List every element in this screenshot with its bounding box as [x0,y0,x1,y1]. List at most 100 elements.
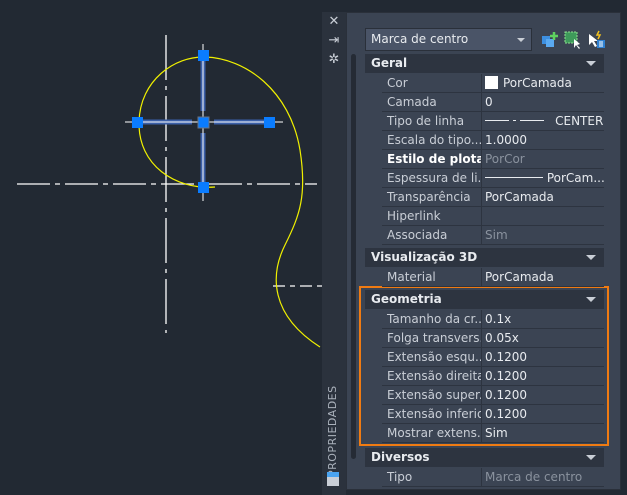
settings-icon[interactable]: ✲ [328,52,340,67]
property-name: Cor [382,74,482,93]
property-value[interactable]: 0.05x [482,329,604,348]
property-value-text: Sim [485,426,508,440]
object-type-select[interactable]: Marca de centro [365,28,532,51]
grip-center [197,116,210,129]
property-value-text: PorCor [485,152,525,166]
collapse-arrow-icon[interactable] [586,255,596,260]
lineweight-preview [485,177,543,178]
property-value[interactable] [482,207,604,226]
section-header-1[interactable]: Visualização 3D [365,248,604,267]
property-value[interactable]: Sim [482,424,604,443]
arc-outline [138,56,321,348]
grip-bottom [198,182,209,193]
property-row[interactable]: Extensão inferior 0.1200 [382,405,604,424]
property-value[interactable]: 0 [482,93,604,112]
property-row[interactable]: Folga transvers... 0.05x [382,329,604,348]
property-name: Camada [382,93,482,112]
section-title: Diversos [371,450,430,464]
color-swatch [485,76,498,89]
select-objects-icon[interactable] [563,30,583,50]
property-row[interactable]: Estilo de plota...PorCor [382,150,604,169]
property-value[interactable]: PorCam... [482,169,604,188]
property-name: Transparência [382,188,482,207]
property-value[interactable]: 0.1200 [482,405,604,424]
property-value-text: 0.05x [485,331,519,345]
property-value-text: 0 [485,95,493,109]
auto-hide-icon[interactable]: ⇥ [328,33,340,48]
property-name: Extensão direita [382,367,482,386]
property-value[interactable]: 0.1200 [482,367,604,386]
property-value[interactable]: PorCamada [482,188,604,207]
property-name: Associada [382,226,482,245]
property-value-text: 1.0000 [485,133,527,147]
property-value[interactable]: PorCamada [482,74,604,93]
property-row[interactable]: Extensão super... 0.1200 [382,386,604,405]
section-title: Visualização 3D [371,250,478,264]
property-row[interactable]: Tipo Marca de centro [382,468,604,487]
section-header-2[interactable]: Geometria [365,290,604,309]
grip-left [132,117,143,128]
section-header-3[interactable]: Diversos [365,448,604,467]
quick-select-add-icon[interactable] [540,30,560,50]
object-type-value: Marca de centro [371,32,469,46]
collapse-arrow-icon[interactable] [586,297,596,302]
property-value-text: 0.1200 [485,369,527,383]
property-name: Tamanho da cr... [382,310,482,329]
section-title: Geral [371,56,408,70]
property-row[interactable]: Extensão direita 0.1200 [382,367,604,386]
linetype-preview [485,120,509,121]
property-name: Extensão esqu... [382,348,482,367]
property-row[interactable]: Transparência PorCamada [382,188,604,207]
property-value[interactable]: 1.0000 [482,131,604,150]
grip-top [198,50,209,61]
property-value-text: PorCamada [485,270,554,284]
palette-strip: ✕ ⇥ ✲ PROPRIEDADES [322,12,346,495]
property-row[interactable]: Tipo de linha CENTER2 [382,112,604,131]
section-header-0[interactable]: Geral [365,54,604,73]
property-value[interactable]: 0.1x [482,310,604,329]
property-value[interactable]: CENTER2 [482,112,604,131]
property-value[interactable]: Sim [482,226,604,245]
property-value-text: 0.1x [485,312,512,326]
property-name: Espessura de li... [382,169,482,188]
chevron-down-icon [517,38,525,42]
property-value[interactable]: 0.1200 [482,386,604,405]
grip-right [264,117,275,128]
property-value[interactable]: 0.1200 [482,348,604,367]
property-name: Material [382,268,482,287]
property-row[interactable]: Tamanho da cr... 0.1x [382,310,604,329]
property-name: Extensão super... [382,386,482,405]
center-mark-selected[interactable] [125,44,283,201]
drawing-canvas[interactable] [0,0,322,495]
property-row[interactable]: Espessura de li... PorCam... [382,169,604,188]
toggle-pickadd-icon[interactable] [587,30,607,50]
property-row[interactable]: Mostrar extens... Sim [382,424,604,443]
property-row[interactable]: Escala do tipo... 1.0000 [382,131,604,150]
property-value[interactable]: PorCamada [482,268,604,287]
property-row[interactable]: Extensão esqu... 0.1200 [382,348,604,367]
property-value-text: 0.1200 [485,350,527,364]
property-value[interactable]: Marca de centro [482,468,604,487]
property-name: Folga transvers... [382,329,482,348]
property-value-text: Marca de centro [485,470,583,484]
property-value-text: PorCamada [485,190,554,204]
property-value-text: PorCamada [503,76,572,90]
close-icon[interactable]: ✕ [328,14,340,29]
properties-icon[interactable] [327,472,339,486]
property-row[interactable]: Material PorCamada [382,268,604,287]
property-row[interactable]: Associada Sim [382,226,604,245]
property-value-text: CENTER2 [555,114,604,128]
property-row[interactable]: Cor PorCamada [382,74,604,93]
property-row[interactable]: Hiperlink [382,207,604,226]
palette-title: PROPRIEDADES [326,385,339,477]
geometry-highlight [359,286,609,446]
property-name: Tipo [382,468,482,487]
property-value-text: 0.1200 [485,407,527,421]
collapse-arrow-icon[interactable] [586,61,596,66]
property-value-text: 0.1200 [485,388,527,402]
property-name: Tipo de linha [382,112,482,131]
property-value[interactable]: PorCor [482,150,604,169]
collapse-arrow-icon[interactable] [586,455,596,460]
scrollbar[interactable] [351,54,356,459]
property-row[interactable]: Camada 0 [382,93,604,112]
